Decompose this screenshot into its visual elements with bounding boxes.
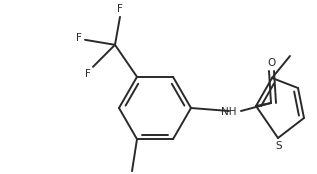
Text: F: F: [85, 69, 91, 79]
Text: NH: NH: [221, 107, 237, 117]
Text: F: F: [117, 4, 123, 14]
Text: S: S: [276, 141, 282, 151]
Text: F: F: [76, 33, 82, 43]
Text: O: O: [268, 58, 276, 68]
